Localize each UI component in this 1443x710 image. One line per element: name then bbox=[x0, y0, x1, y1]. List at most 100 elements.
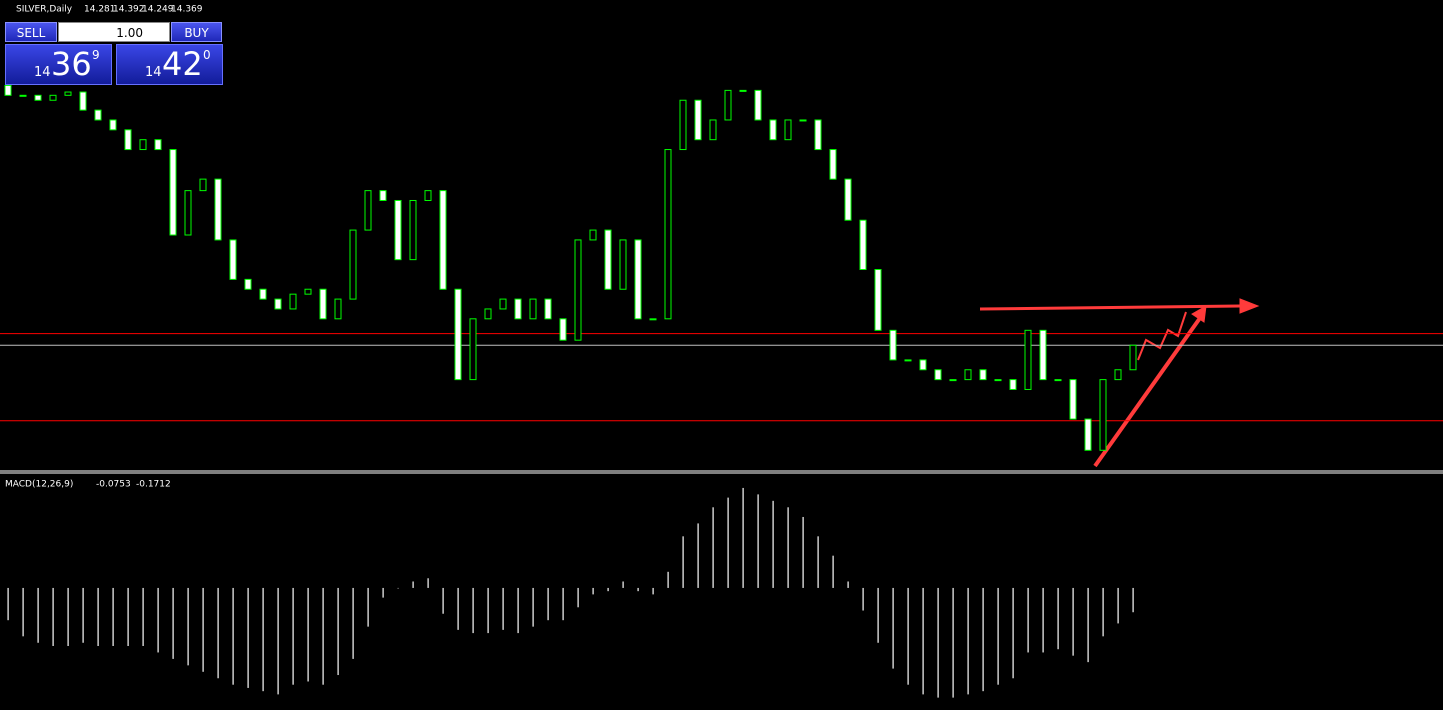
candle bbox=[1009, 379, 1017, 390]
candle bbox=[844, 178, 852, 221]
macd-bar bbox=[157, 587, 159, 653]
macd-bar bbox=[712, 507, 714, 588]
bid-price[interactable]: 14 36 9 bbox=[5, 44, 112, 85]
candle bbox=[1039, 329, 1047, 381]
candle bbox=[49, 94, 57, 101]
candle bbox=[439, 190, 447, 290]
candle bbox=[619, 239, 627, 290]
macd-bar bbox=[517, 587, 519, 634]
candle bbox=[724, 89, 732, 121]
header-price: 14.249 bbox=[142, 5, 174, 15]
sell-button[interactable]: SELL bbox=[5, 22, 57, 42]
candle bbox=[364, 190, 372, 231]
candle bbox=[19, 94, 27, 97]
candle bbox=[664, 149, 672, 320]
header-price: 14.392 bbox=[113, 5, 145, 15]
macd-bar bbox=[142, 587, 144, 646]
macd-bar bbox=[427, 578, 429, 588]
price-small: 9 bbox=[92, 48, 100, 62]
macd-bar bbox=[502, 587, 504, 630]
trend-annotations bbox=[979, 298, 1260, 468]
macd-bar bbox=[727, 497, 729, 588]
macd-bar bbox=[1012, 587, 1014, 679]
candle bbox=[559, 318, 567, 341]
macd-bar bbox=[202, 587, 204, 672]
macd-bar bbox=[472, 587, 474, 634]
macd-reading: -0.1712 bbox=[136, 480, 171, 490]
candle bbox=[289, 293, 297, 310]
candle bbox=[799, 119, 807, 122]
candle bbox=[904, 359, 912, 362]
candle bbox=[514, 298, 522, 320]
candle bbox=[34, 94, 42, 101]
price-big: 14 bbox=[34, 65, 51, 80]
candle bbox=[424, 190, 432, 201]
macd-bar bbox=[382, 587, 384, 598]
candle bbox=[829, 149, 837, 180]
candle bbox=[1099, 379, 1107, 451]
macd-bar bbox=[127, 587, 129, 646]
candle bbox=[4, 84, 12, 96]
buy-button[interactable]: BUY bbox=[171, 22, 222, 42]
candle bbox=[499, 298, 507, 310]
candle bbox=[649, 318, 657, 321]
macd-bar bbox=[82, 587, 84, 643]
macd-bar bbox=[982, 587, 984, 692]
macd-bar bbox=[217, 587, 219, 679]
macd-bar bbox=[667, 571, 669, 588]
candle bbox=[199, 178, 207, 192]
macd-bar bbox=[367, 587, 369, 627]
candle bbox=[1084, 418, 1092, 451]
macd-bar bbox=[532, 587, 534, 627]
macd-bar bbox=[22, 587, 24, 637]
macd-bar bbox=[967, 587, 969, 695]
macd-bar bbox=[907, 587, 909, 685]
macd-bar bbox=[67, 587, 69, 646]
macd-bar bbox=[1072, 587, 1074, 656]
macd-bar bbox=[232, 587, 234, 685]
macd-bar bbox=[817, 536, 819, 588]
price-main: 36 bbox=[51, 45, 92, 83]
candle bbox=[694, 99, 702, 141]
candle bbox=[139, 139, 147, 151]
candle bbox=[784, 119, 792, 141]
chart-title: SILVER,Daily bbox=[16, 5, 73, 15]
macd-title: MACD(12,26,9) bbox=[5, 480, 73, 490]
macd-bar bbox=[772, 500, 774, 588]
macd-bar bbox=[1042, 587, 1044, 653]
macd-bar bbox=[172, 587, 174, 659]
macd-bar bbox=[997, 587, 999, 685]
macd-bar bbox=[487, 587, 489, 634]
macd-bar bbox=[442, 587, 444, 614]
macd-bar bbox=[1117, 587, 1119, 624]
candle bbox=[349, 229, 357, 300]
candle bbox=[79, 91, 87, 111]
macd-bar bbox=[547, 587, 549, 621]
macd-bar bbox=[637, 587, 639, 592]
candle bbox=[934, 369, 942, 381]
candle bbox=[1024, 329, 1032, 390]
candle bbox=[304, 288, 312, 295]
macd-bar bbox=[952, 587, 954, 698]
candle bbox=[229, 239, 237, 280]
macd-bar bbox=[757, 494, 759, 588]
candle bbox=[634, 239, 642, 320]
macd-bar bbox=[652, 587, 654, 595]
macd-bar bbox=[307, 587, 309, 682]
candle bbox=[154, 139, 162, 151]
lot-input[interactable]: 1.00 bbox=[58, 22, 170, 42]
macd-bar bbox=[892, 587, 894, 669]
macd-bar bbox=[7, 587, 9, 621]
macd-bar bbox=[802, 516, 804, 588]
candle bbox=[1129, 344, 1137, 371]
candle bbox=[124, 129, 132, 151]
macd-bar bbox=[622, 581, 624, 588]
candle bbox=[769, 119, 777, 141]
ask-price[interactable]: 14 42 0 bbox=[116, 44, 223, 85]
macd-bar bbox=[457, 587, 459, 630]
candle bbox=[319, 288, 327, 320]
candle bbox=[409, 199, 417, 261]
candle bbox=[64, 91, 72, 96]
candle bbox=[394, 199, 402, 261]
